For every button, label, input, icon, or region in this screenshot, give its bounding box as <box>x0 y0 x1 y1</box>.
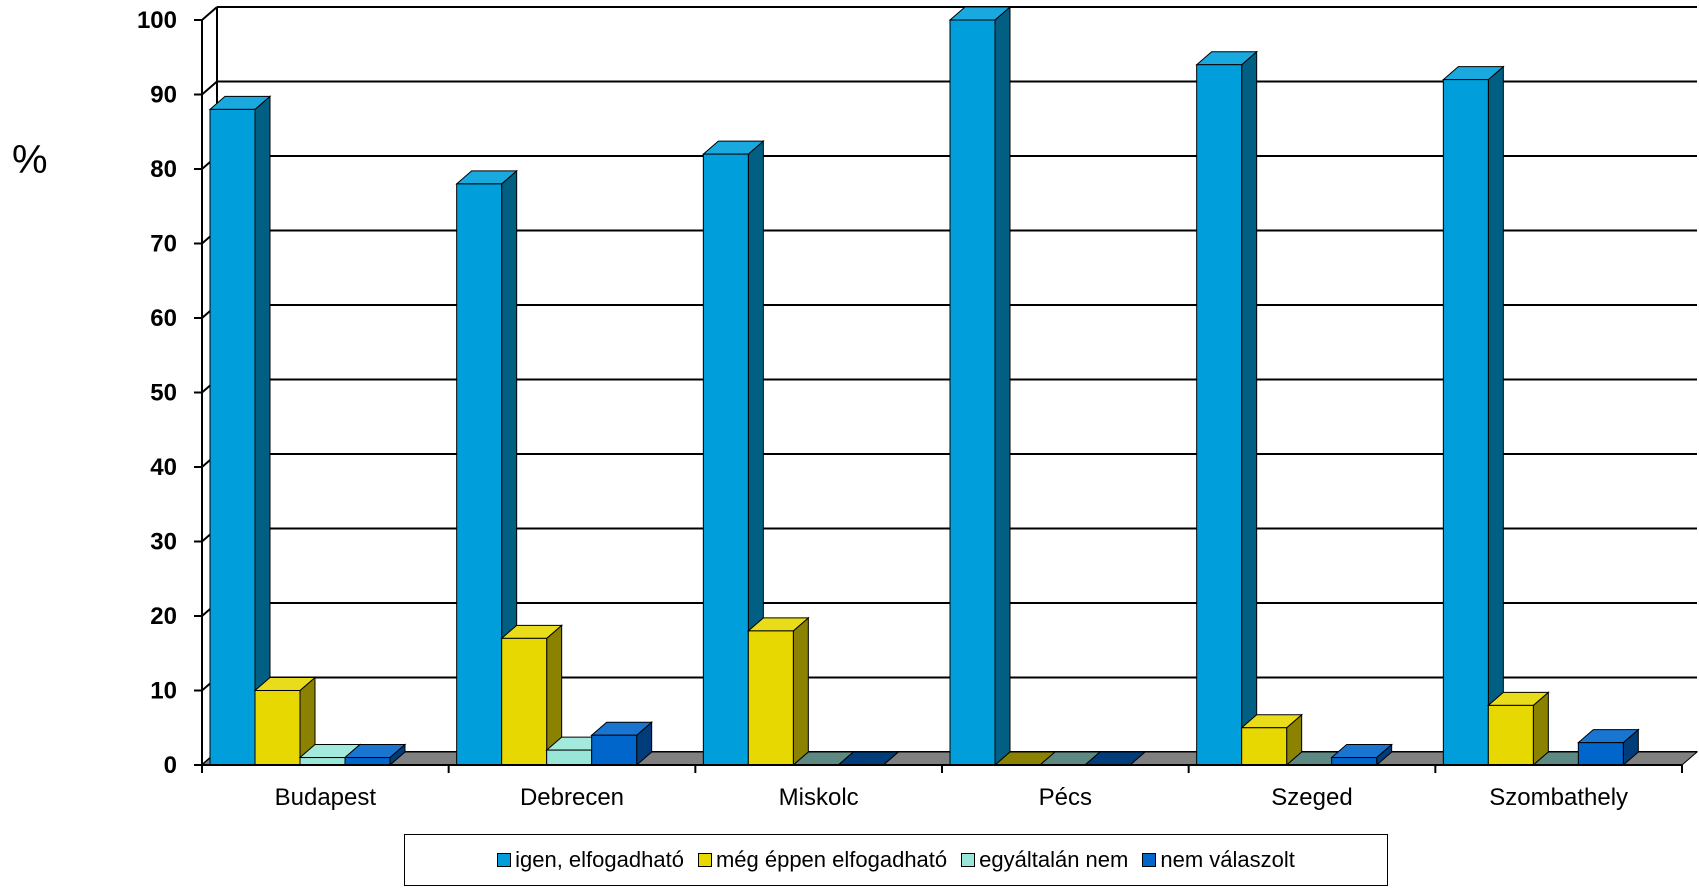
bar-front <box>501 637 548 766</box>
x-tick-label: Pécs <box>1039 784 1092 811</box>
bar <box>590 721 654 767</box>
y-tick-label: 50 <box>150 380 177 407</box>
x-tick-label: Budapest <box>275 784 377 811</box>
legend-item: nem válaszolt <box>1142 847 1295 873</box>
bar <box>1486 691 1550 767</box>
y-tick-label: 20 <box>150 603 177 630</box>
legend-label: igen, elfogadható <box>515 847 684 872</box>
bar <box>208 95 272 767</box>
x-tick-label: Szombathely <box>1489 784 1628 811</box>
bar-side <box>1487 65 1504 767</box>
y-tick-label: 0 <box>164 752 177 779</box>
legend-label: még éppen elfogadható <box>715 847 948 872</box>
legend-item: igen, elfogadható <box>497 847 684 873</box>
gridline-connector <box>201 6 218 21</box>
legend-swatch <box>1142 853 1157 867</box>
bar <box>1240 713 1304 767</box>
y-tick-label: 40 <box>150 454 177 481</box>
gridline-connector <box>201 80 218 96</box>
x-tick-label: Szeged <box>1271 784 1352 811</box>
bar <box>1576 728 1640 767</box>
bars-layer <box>208 5 1640 767</box>
bar-front <box>1331 757 1378 766</box>
bar-front <box>702 153 749 766</box>
bar-front <box>591 734 638 766</box>
bar-side <box>792 616 809 767</box>
y-tick-label: 90 <box>150 82 177 109</box>
bar-front <box>254 690 301 766</box>
legend-swatch <box>697 853 712 867</box>
bar-front <box>1442 79 1489 766</box>
bar <box>1441 65 1505 767</box>
bar <box>948 5 1012 767</box>
bar-front <box>747 630 794 766</box>
legend-label: egyáltalán nem <box>979 847 1129 872</box>
bar <box>1195 50 1259 767</box>
bar-front <box>1241 727 1288 766</box>
bar <box>1330 743 1394 767</box>
bar-front <box>344 757 391 766</box>
legend-item: egyáltalán nem <box>961 847 1128 873</box>
bar <box>500 624 564 767</box>
y-tick-label: 10 <box>150 678 177 705</box>
bar-side <box>1241 50 1258 767</box>
legend: igen, elfogadható még éppen elfogadható eg… <box>404 834 1388 886</box>
y-tick-label: 70 <box>150 231 177 258</box>
x-tick-label: Debrecen <box>520 784 624 811</box>
legend-swatch <box>961 853 976 867</box>
bar-front <box>949 19 996 766</box>
legend-swatch <box>497 853 512 867</box>
bar <box>701 140 765 767</box>
y-tick-label: 60 <box>150 305 177 332</box>
bar-front <box>1196 64 1243 766</box>
legend-label: nem válaszolt <box>1160 847 1295 872</box>
y-tick-label: 30 <box>150 529 177 556</box>
bar-side <box>994 5 1011 767</box>
bar-front <box>546 749 593 766</box>
y-axis-label: % <box>12 138 48 182</box>
bar-front <box>456 183 503 766</box>
bar-front <box>1487 704 1534 766</box>
bar <box>746 616 810 767</box>
y-tick-label: 100 <box>137 7 177 34</box>
bar-front <box>209 108 256 766</box>
bar-side <box>254 95 271 767</box>
x-tick-label: Miskolc <box>779 784 859 811</box>
ticks-layer: 0 10 20 30 40 50 60 70 80 90 100 Budapest Debrecen Mi… <box>137 7 1683 811</box>
legend-item: még éppen elfogadható <box>697 847 948 873</box>
bar-front <box>1577 742 1624 766</box>
y-tick-label: 80 <box>150 156 177 183</box>
bar-front <box>299 757 346 766</box>
